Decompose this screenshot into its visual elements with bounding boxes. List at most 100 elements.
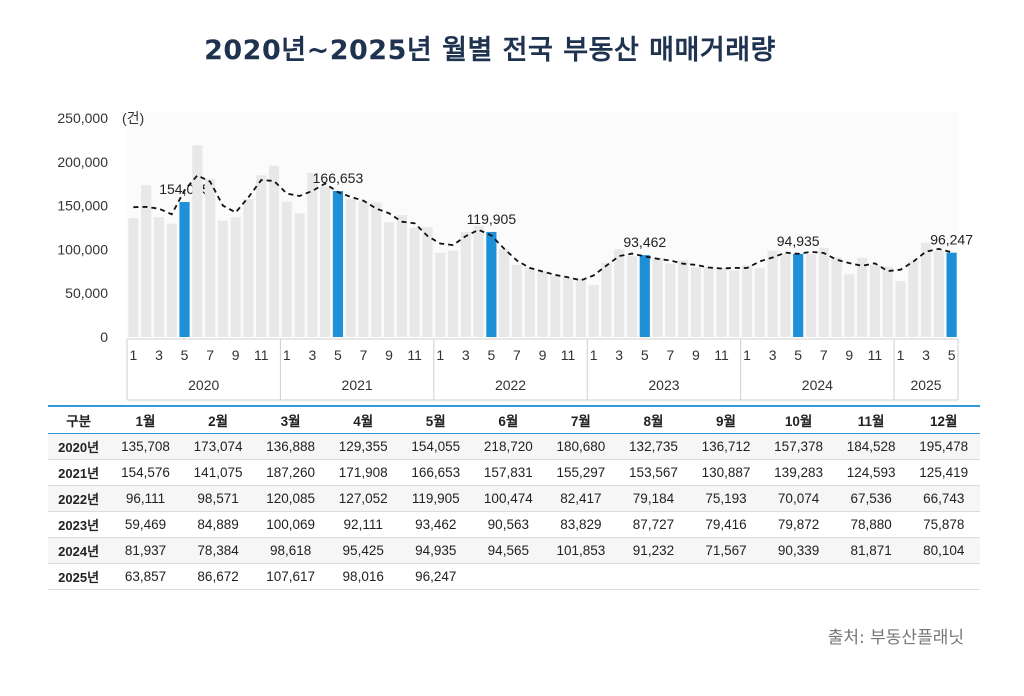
table-header-month: 6월 bbox=[498, 414, 519, 429]
bar bbox=[192, 145, 203, 337]
bar bbox=[396, 214, 407, 337]
table-cell: 94,935 bbox=[399, 537, 473, 564]
bar bbox=[575, 278, 586, 337]
table-cell: 86,672 bbox=[181, 563, 255, 590]
highlight-bar bbox=[179, 202, 190, 337]
table-cell: 153,567 bbox=[617, 459, 690, 486]
bar bbox=[383, 222, 395, 337]
x-tick-label: 9 bbox=[692, 347, 700, 363]
table-cell bbox=[762, 563, 835, 590]
x-tick-label: 11 bbox=[868, 347, 883, 363]
x-tick-label: 9 bbox=[385, 347, 393, 363]
bar bbox=[614, 249, 625, 337]
y-unit-label: (건) bbox=[122, 110, 144, 126]
table-row: 2024년 81,937 78,384 98,618 95,425 94,935 94,56… bbox=[48, 537, 980, 564]
bar bbox=[844, 274, 855, 337]
bar bbox=[703, 267, 714, 337]
table-cell: 187,260 bbox=[254, 459, 327, 486]
x-tick-label: 11 bbox=[407, 347, 422, 363]
bar bbox=[499, 248, 510, 337]
table-header-month: 12월 bbox=[929, 414, 958, 429]
table-cell: 98,618 bbox=[254, 537, 327, 564]
table-cell: 70,074 bbox=[762, 485, 835, 512]
table-cell: 139,283 bbox=[762, 459, 835, 486]
table-cell: 79,184 bbox=[617, 485, 690, 512]
table-cell: 95,425 bbox=[326, 537, 400, 564]
table-row-header: 2024년 bbox=[48, 537, 110, 564]
bar bbox=[729, 270, 740, 337]
x-tick-label: 7 bbox=[666, 347, 674, 363]
table-row-header: 2025년 bbox=[48, 563, 110, 590]
table-cell: 154,576 bbox=[109, 459, 182, 486]
table-cell: 71,567 bbox=[689, 537, 763, 564]
bar bbox=[754, 268, 765, 337]
bar bbox=[626, 256, 638, 337]
bar bbox=[588, 284, 599, 337]
year-label: 2024 bbox=[802, 377, 833, 393]
table-header-month: 3월 bbox=[280, 414, 301, 429]
x-tick-label: 9 bbox=[232, 347, 240, 363]
table-cell: 154,055 bbox=[399, 433, 473, 460]
x-tick-label: 7 bbox=[206, 347, 214, 363]
table-cell: 96,111 bbox=[109, 485, 182, 512]
highlight-bar bbox=[332, 191, 344, 337]
x-tick-label: 11 bbox=[254, 347, 269, 363]
table-cell: 141,075 bbox=[181, 459, 255, 486]
x-tick-label: 7 bbox=[360, 347, 368, 363]
x-tick-label: 1 bbox=[743, 347, 751, 363]
y-tick-label: 150,000 bbox=[57, 198, 108, 214]
table-cell: 87,727 bbox=[617, 511, 690, 538]
year-label: 2023 bbox=[648, 377, 679, 393]
bar bbox=[716, 267, 727, 337]
data-label: 94,935 bbox=[777, 233, 820, 249]
x-tick-label: 1 bbox=[590, 347, 598, 363]
bar bbox=[780, 253, 791, 337]
bar bbox=[601, 262, 612, 337]
chart-title: 2020년~2025년 월별 전국 부동산 매매거래량 bbox=[204, 35, 776, 66]
table-cell bbox=[689, 563, 763, 590]
x-tick-label: 1 bbox=[897, 347, 905, 363]
y-tick-label: 250,000 bbox=[57, 110, 108, 126]
data-label: 96,247 bbox=[930, 232, 973, 248]
bar bbox=[371, 202, 382, 337]
bar bbox=[857, 257, 868, 337]
data-table: 구분 1월 2월 3월 4월 5월 6월 7월 8월 9월 10월 11월 12월 2020년 135,7… bbox=[48, 405, 980, 590]
table-cell: 91,232 bbox=[617, 537, 690, 564]
table-body: 2020년 135,708 173,074 136,888 129,355 154,055… bbox=[48, 433, 980, 590]
highlight-bar bbox=[639, 255, 650, 337]
x-tick-label: 5 bbox=[794, 347, 802, 363]
table-header-month: 4월 bbox=[353, 414, 374, 429]
table-cell: 100,069 bbox=[254, 511, 327, 538]
table-cell: 78,384 bbox=[181, 537, 255, 564]
table-cell bbox=[472, 563, 545, 590]
table-cell bbox=[544, 563, 618, 590]
table-row: 2022년 96,111 98,571 120,085 127,052 119,905 10… bbox=[48, 485, 980, 512]
table-header-month: 2월 bbox=[208, 414, 229, 429]
bar bbox=[895, 281, 906, 337]
table-header-month: 5월 bbox=[425, 414, 446, 429]
x-tick-label: 5 bbox=[181, 347, 189, 363]
table-cell: 92,111 bbox=[326, 511, 400, 538]
bar bbox=[511, 264, 523, 337]
table-cell: 82,417 bbox=[544, 485, 618, 512]
bar bbox=[908, 261, 919, 337]
x-tick-label: 5 bbox=[334, 347, 342, 363]
table-row: 2020년 135,708 173,074 136,888 129,355 154,055… bbox=[48, 433, 980, 460]
x-tick-label: 5 bbox=[487, 347, 495, 363]
year-label: 2020 bbox=[188, 377, 219, 393]
data-label: 166,653 bbox=[313, 170, 364, 186]
bar bbox=[690, 267, 702, 337]
bar bbox=[767, 250, 778, 337]
bar bbox=[294, 213, 305, 337]
bar bbox=[473, 225, 484, 337]
table-cell: 83,829 bbox=[544, 511, 618, 538]
bar bbox=[678, 260, 689, 337]
y-tick-label: 100,000 bbox=[57, 241, 108, 257]
table-header-month: 8월 bbox=[643, 414, 664, 429]
table-cell: 135,708 bbox=[109, 433, 182, 460]
highlight-bar bbox=[793, 253, 804, 337]
table-cell: 66,743 bbox=[907, 485, 980, 512]
y-tick-label: 50,000 bbox=[65, 285, 108, 301]
bar bbox=[128, 218, 139, 337]
bar bbox=[281, 201, 292, 337]
